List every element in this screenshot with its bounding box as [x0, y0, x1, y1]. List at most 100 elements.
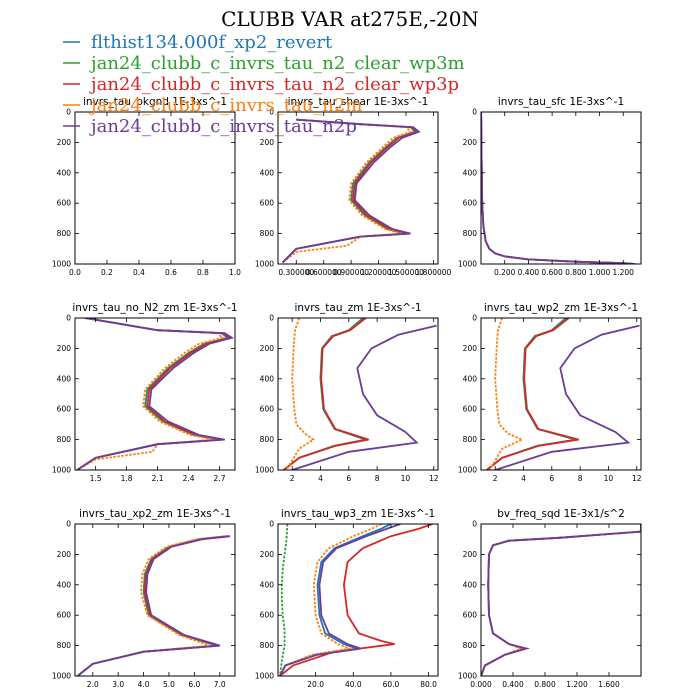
- legend-item: jan24_clubb_c_invrs_tau_n2m: [63, 95, 362, 116]
- x-tick-label: 1.0: [229, 268, 241, 277]
- plot-frame: [74, 523, 236, 677]
- panel-title: invrs_tau_bkgnd 1E-3xs^-1: [83, 96, 227, 108]
- y-tick-label: 200: [463, 344, 478, 353]
- series-line: [76, 535, 230, 676]
- series-line: [283, 318, 370, 470]
- series-line: [488, 318, 525, 470]
- x-tick-label: 2.7: [214, 474, 226, 483]
- x-tick-label: 60.0: [383, 680, 400, 689]
- x-tick-label: 5.0: [163, 680, 175, 689]
- y-tick-label: 600: [57, 405, 72, 414]
- y-tick-label: 400: [260, 374, 275, 383]
- y-tick-label: 1000: [458, 260, 477, 269]
- y-tick-label: 1000: [52, 672, 71, 681]
- y-tick-label: 200: [57, 550, 72, 559]
- x-tick-label: 80.0: [420, 680, 437, 689]
- y-tick-label: 800: [260, 435, 275, 444]
- series-line: [481, 524, 641, 676]
- legend: flthist134.000f_xp2_revertjan24_clubb_c_…: [63, 32, 465, 137]
- panel-title: bv_freq_sqd 1E-3x1/s^2: [497, 508, 625, 520]
- x-tick-label: 0.2: [101, 268, 113, 277]
- series-line: [285, 318, 316, 470]
- x-tick-label: 1.200: [566, 680, 588, 689]
- y-tick-label: 600: [57, 199, 72, 208]
- series-line: [481, 112, 636, 264]
- series-line: [282, 118, 413, 264]
- x-tick-label: 0.4: [133, 268, 145, 277]
- series-group: [76, 318, 235, 470]
- y-tick-label: 0: [269, 520, 274, 529]
- x-tick-label: 8: [578, 474, 583, 483]
- plot-frame: [74, 317, 236, 471]
- legend-item: jan24_clubb_c_invrs_tau_n2_clear_wp3m: [63, 53, 465, 74]
- x-tick-label: 6: [549, 474, 554, 483]
- series-group: [281, 118, 421, 264]
- legend-item: jan24_clubb_c_invrs_tau_n2_clear_wp3p: [63, 74, 459, 95]
- y-tick-label: 0: [66, 314, 71, 323]
- y-tick-label: 1000: [458, 466, 477, 475]
- x-tick-label: 10: [401, 474, 411, 483]
- y-tick-label: 600: [463, 405, 478, 414]
- y-tick-label: 600: [260, 611, 275, 620]
- y-tick-label: 400: [260, 168, 275, 177]
- x-tick-label: 0.800: [565, 268, 587, 277]
- x-tick-label: 1.8: [121, 474, 133, 483]
- panel-title: invrs_tau_sfc 1E-3xs^-1: [498, 96, 624, 108]
- x-tick-label: 4: [318, 474, 323, 483]
- y-tick-label: 1000: [255, 672, 274, 681]
- y-tick-label: 1000: [52, 260, 71, 269]
- x-tick-label: 20.0: [307, 680, 324, 689]
- series-line: [76, 318, 230, 470]
- y-tick-label: 800: [260, 641, 275, 650]
- x-tick-label: 0.0: [69, 268, 81, 277]
- x-tick-label: 4: [521, 474, 526, 483]
- series-group: [481, 524, 641, 676]
- panel-grid: invrs_tau_bkgnd 1E-3xs^-1020040060080010…: [52, 96, 642, 689]
- x-tick-label: 2.4: [183, 474, 195, 483]
- series-line: [481, 524, 641, 676]
- legend-item: flthist134.000f_xp2_revert: [63, 32, 333, 53]
- y-tick-label: 0: [66, 520, 71, 529]
- x-tick-label: 2: [290, 474, 295, 483]
- x-tick-label: 0.800: [534, 680, 556, 689]
- series-line: [481, 524, 641, 676]
- y-tick-label: 0: [66, 108, 71, 117]
- series-line: [76, 318, 235, 470]
- y-tick-label: 800: [260, 229, 275, 238]
- y-tick-label: 1000: [458, 672, 477, 681]
- y-tick-label: 800: [463, 229, 478, 238]
- y-tick-label: 0: [269, 108, 274, 117]
- series-line: [494, 324, 640, 470]
- y-tick-label: 200: [463, 138, 478, 147]
- legend-label: jan24_clubb_c_invrs_tau_n2_clear_wp3m: [89, 53, 465, 74]
- y-tick-label: 200: [57, 344, 72, 353]
- series-line: [283, 318, 370, 470]
- series-line: [279, 524, 289, 676]
- y-tick-label: 400: [57, 580, 72, 589]
- series-line: [76, 535, 225, 676]
- x-tick-label: 3.0: [112, 680, 124, 689]
- series-line: [481, 112, 636, 264]
- series-line: [279, 524, 433, 676]
- x-tick-label: 6.0: [188, 680, 200, 689]
- series-group: [486, 318, 640, 470]
- series-line: [481, 524, 641, 676]
- panel-0: invrs_tau_bkgnd 1E-3xs^-1 0 200 400 600 800 10…: [52, 96, 241, 277]
- y-tick-label: 200: [463, 550, 478, 559]
- x-tick-label: 7.0: [214, 680, 226, 689]
- series-line: [481, 524, 641, 676]
- y-tick-label: 1000: [255, 260, 274, 269]
- panel-6: invrs_tau_xp2_zm 1E-3xs^-1 0 200 400 600 800 1…: [52, 508, 236, 689]
- figure-title: CLUBB VAR at275E,-20N: [221, 7, 479, 31]
- x-tick-label: 0.8: [197, 268, 209, 277]
- y-tick-label: 400: [57, 374, 72, 383]
- series-line: [279, 524, 382, 676]
- x-tick-label: 1.600: [598, 680, 620, 689]
- y-tick-label: 200: [57, 138, 72, 147]
- legend-label: jan24_clubb_c_invrs_tau_n2_clear_wp3p: [89, 74, 459, 95]
- x-tick-label: 1.000: [589, 268, 611, 277]
- y-tick-label: 0: [472, 108, 477, 117]
- y-tick-label: 800: [463, 641, 478, 650]
- y-tick-label: 200: [260, 344, 275, 353]
